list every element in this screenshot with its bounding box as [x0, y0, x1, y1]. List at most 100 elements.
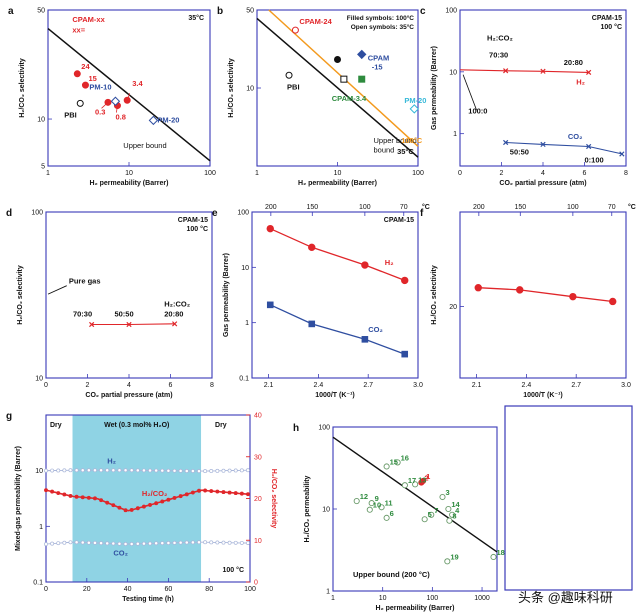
point-label-h-19: 19 — [450, 552, 458, 561]
annot-c-leader — [462, 74, 477, 111]
point-h-9 — [368, 500, 375, 507]
point-label-h-18: 18 — [496, 548, 504, 557]
series-g-h2-point — [197, 469, 201, 474]
cpam-point-3_4 — [123, 96, 131, 104]
panel-label-e: e — [212, 208, 218, 219]
y-tick-label-f: 20 — [449, 304, 457, 311]
series-label-e-co2: CO₂ — [368, 325, 383, 334]
bound-35-label-b: 35°C — [397, 147, 414, 156]
panel-label-d: d — [6, 208, 12, 219]
series-g-co2-point — [50, 541, 55, 546]
top-tick-label-e: 150 — [306, 204, 318, 211]
series-g-h2-point — [190, 469, 195, 473]
y-tick-label-c: 10 — [449, 69, 457, 76]
point-h-13 — [412, 481, 419, 488]
point-c-h2-b — [586, 69, 592, 76]
series-g-selectivity-point — [215, 489, 220, 494]
top-tick-label-e: 100 — [359, 204, 371, 211]
series-g-co2-point — [44, 542, 48, 547]
y-tick-label-e: 0.1 — [239, 376, 249, 383]
point-h-6 — [383, 514, 390, 521]
series-g-co2-point — [178, 540, 183, 545]
series-g-h2-point — [62, 468, 67, 473]
point-e-co2 — [401, 350, 409, 358]
x-tick-label-h: 1 — [331, 595, 335, 602]
series-g-h2-point — [172, 468, 177, 473]
y-tick-label-c: 1 — [453, 131, 457, 138]
point-c-co2 — [540, 141, 546, 148]
point-h-10 — [366, 506, 373, 513]
x-tick-label-d: 2 — [86, 382, 90, 389]
point-b-pm-20 — [409, 104, 420, 114]
bound-label-b: Upper bound — [373, 136, 416, 145]
x-tick-label-b: 1 — [255, 170, 259, 177]
point-c-co2 — [619, 151, 625, 157]
x-tick-label-a: 100 — [204, 170, 216, 177]
x-tick-label-g: 80 — [205, 586, 213, 593]
series-g-h2-point — [117, 468, 122, 473]
point-label-pm-10: PM-10 — [89, 82, 111, 91]
point-h-4 — [449, 511, 456, 518]
point-label-h-12: 12 — [360, 492, 368, 501]
top-tick-label-f: 150 — [514, 204, 526, 211]
series-g-co2-point — [74, 540, 79, 545]
x-tick-label-h: 100 — [427, 595, 439, 602]
series-g-h2-point — [184, 469, 189, 473]
point-c-co2-b — [540, 141, 546, 148]
series-g-h2-point — [166, 468, 171, 473]
x-tick-label-h: 10 — [379, 595, 387, 602]
point-h-17 — [401, 482, 408, 489]
x-tick-label-b: 10 — [334, 170, 342, 177]
y-tick-label-e: 10 — [241, 265, 249, 272]
y-tick-label-h: 100 — [318, 425, 330, 432]
series-g-h2-point — [178, 468, 183, 473]
series-g-h2-point — [160, 468, 165, 473]
point-d — [89, 321, 95, 328]
point-label-pm-20: PM-20 — [157, 115, 179, 124]
point-e-co2 — [361, 336, 369, 343]
series-g-h2-point — [154, 468, 159, 473]
y-tick-label-c: 100 — [445, 8, 457, 15]
series-g-selectivity-line — [45, 489, 249, 512]
panel-label-c: c — [420, 6, 426, 17]
cpam-label-15: 15 — [88, 74, 96, 83]
point-label-pbi: PBI — [64, 110, 77, 119]
x-tick-label-c: 0 — [458, 170, 462, 177]
point-f — [474, 284, 482, 292]
point-label-h-17: 17 — [408, 476, 416, 485]
x-tick-label-c: 4 — [541, 170, 545, 177]
title-e: CPAM-15 — [384, 217, 414, 224]
series-g-co2-point — [141, 541, 146, 546]
y-axis-label-h: H₂/CO₂ permeability — [304, 475, 311, 542]
x-tick-label-d: 0 — [44, 382, 48, 389]
bound-label-b-2: bound — [373, 145, 394, 154]
point-label-h-4: 4 — [455, 506, 460, 515]
note-open-b: Open symbols: 35°C — [351, 23, 415, 31]
point-h-7 — [428, 511, 435, 518]
x-axis-label-b: H₂ permeability (Barrer) — [298, 180, 377, 187]
point-label-b-cpam-3-4: CPAM-3.4 — [332, 94, 367, 103]
series-g-h2-point — [80, 468, 85, 473]
series-g-h2-point — [93, 468, 97, 473]
series-g-h2-point — [135, 468, 140, 473]
series-label-e-h2: H₂ — [385, 258, 394, 267]
y-tick-label-g: 0.1 — [33, 580, 43, 587]
series-g-co2-point — [154, 541, 159, 546]
series-g-co2-point — [148, 541, 152, 546]
point-e-co2 — [266, 301, 274, 309]
series-g-selectivity-point — [123, 508, 128, 513]
point-c-h2-b — [503, 68, 509, 74]
temperature-label-c: 100 °C — [601, 23, 622, 31]
x-tick-label-d: 8 — [210, 382, 214, 389]
series-g-h2-point — [215, 468, 220, 473]
series-g-selectivity-point — [93, 496, 97, 501]
y-tick-label-g: 10 — [35, 468, 43, 475]
series-label-c-co2: CO₂ — [568, 132, 583, 141]
series-g-selectivity-point — [44, 488, 48, 493]
point-e-h2 — [308, 243, 316, 252]
annot-c-100-0: 100:0 — [468, 107, 487, 116]
point-label-h-6: 6 — [390, 509, 394, 518]
series-g-selectivity-point — [68, 493, 73, 498]
point-h-16 — [394, 459, 401, 466]
point-d — [172, 321, 178, 327]
